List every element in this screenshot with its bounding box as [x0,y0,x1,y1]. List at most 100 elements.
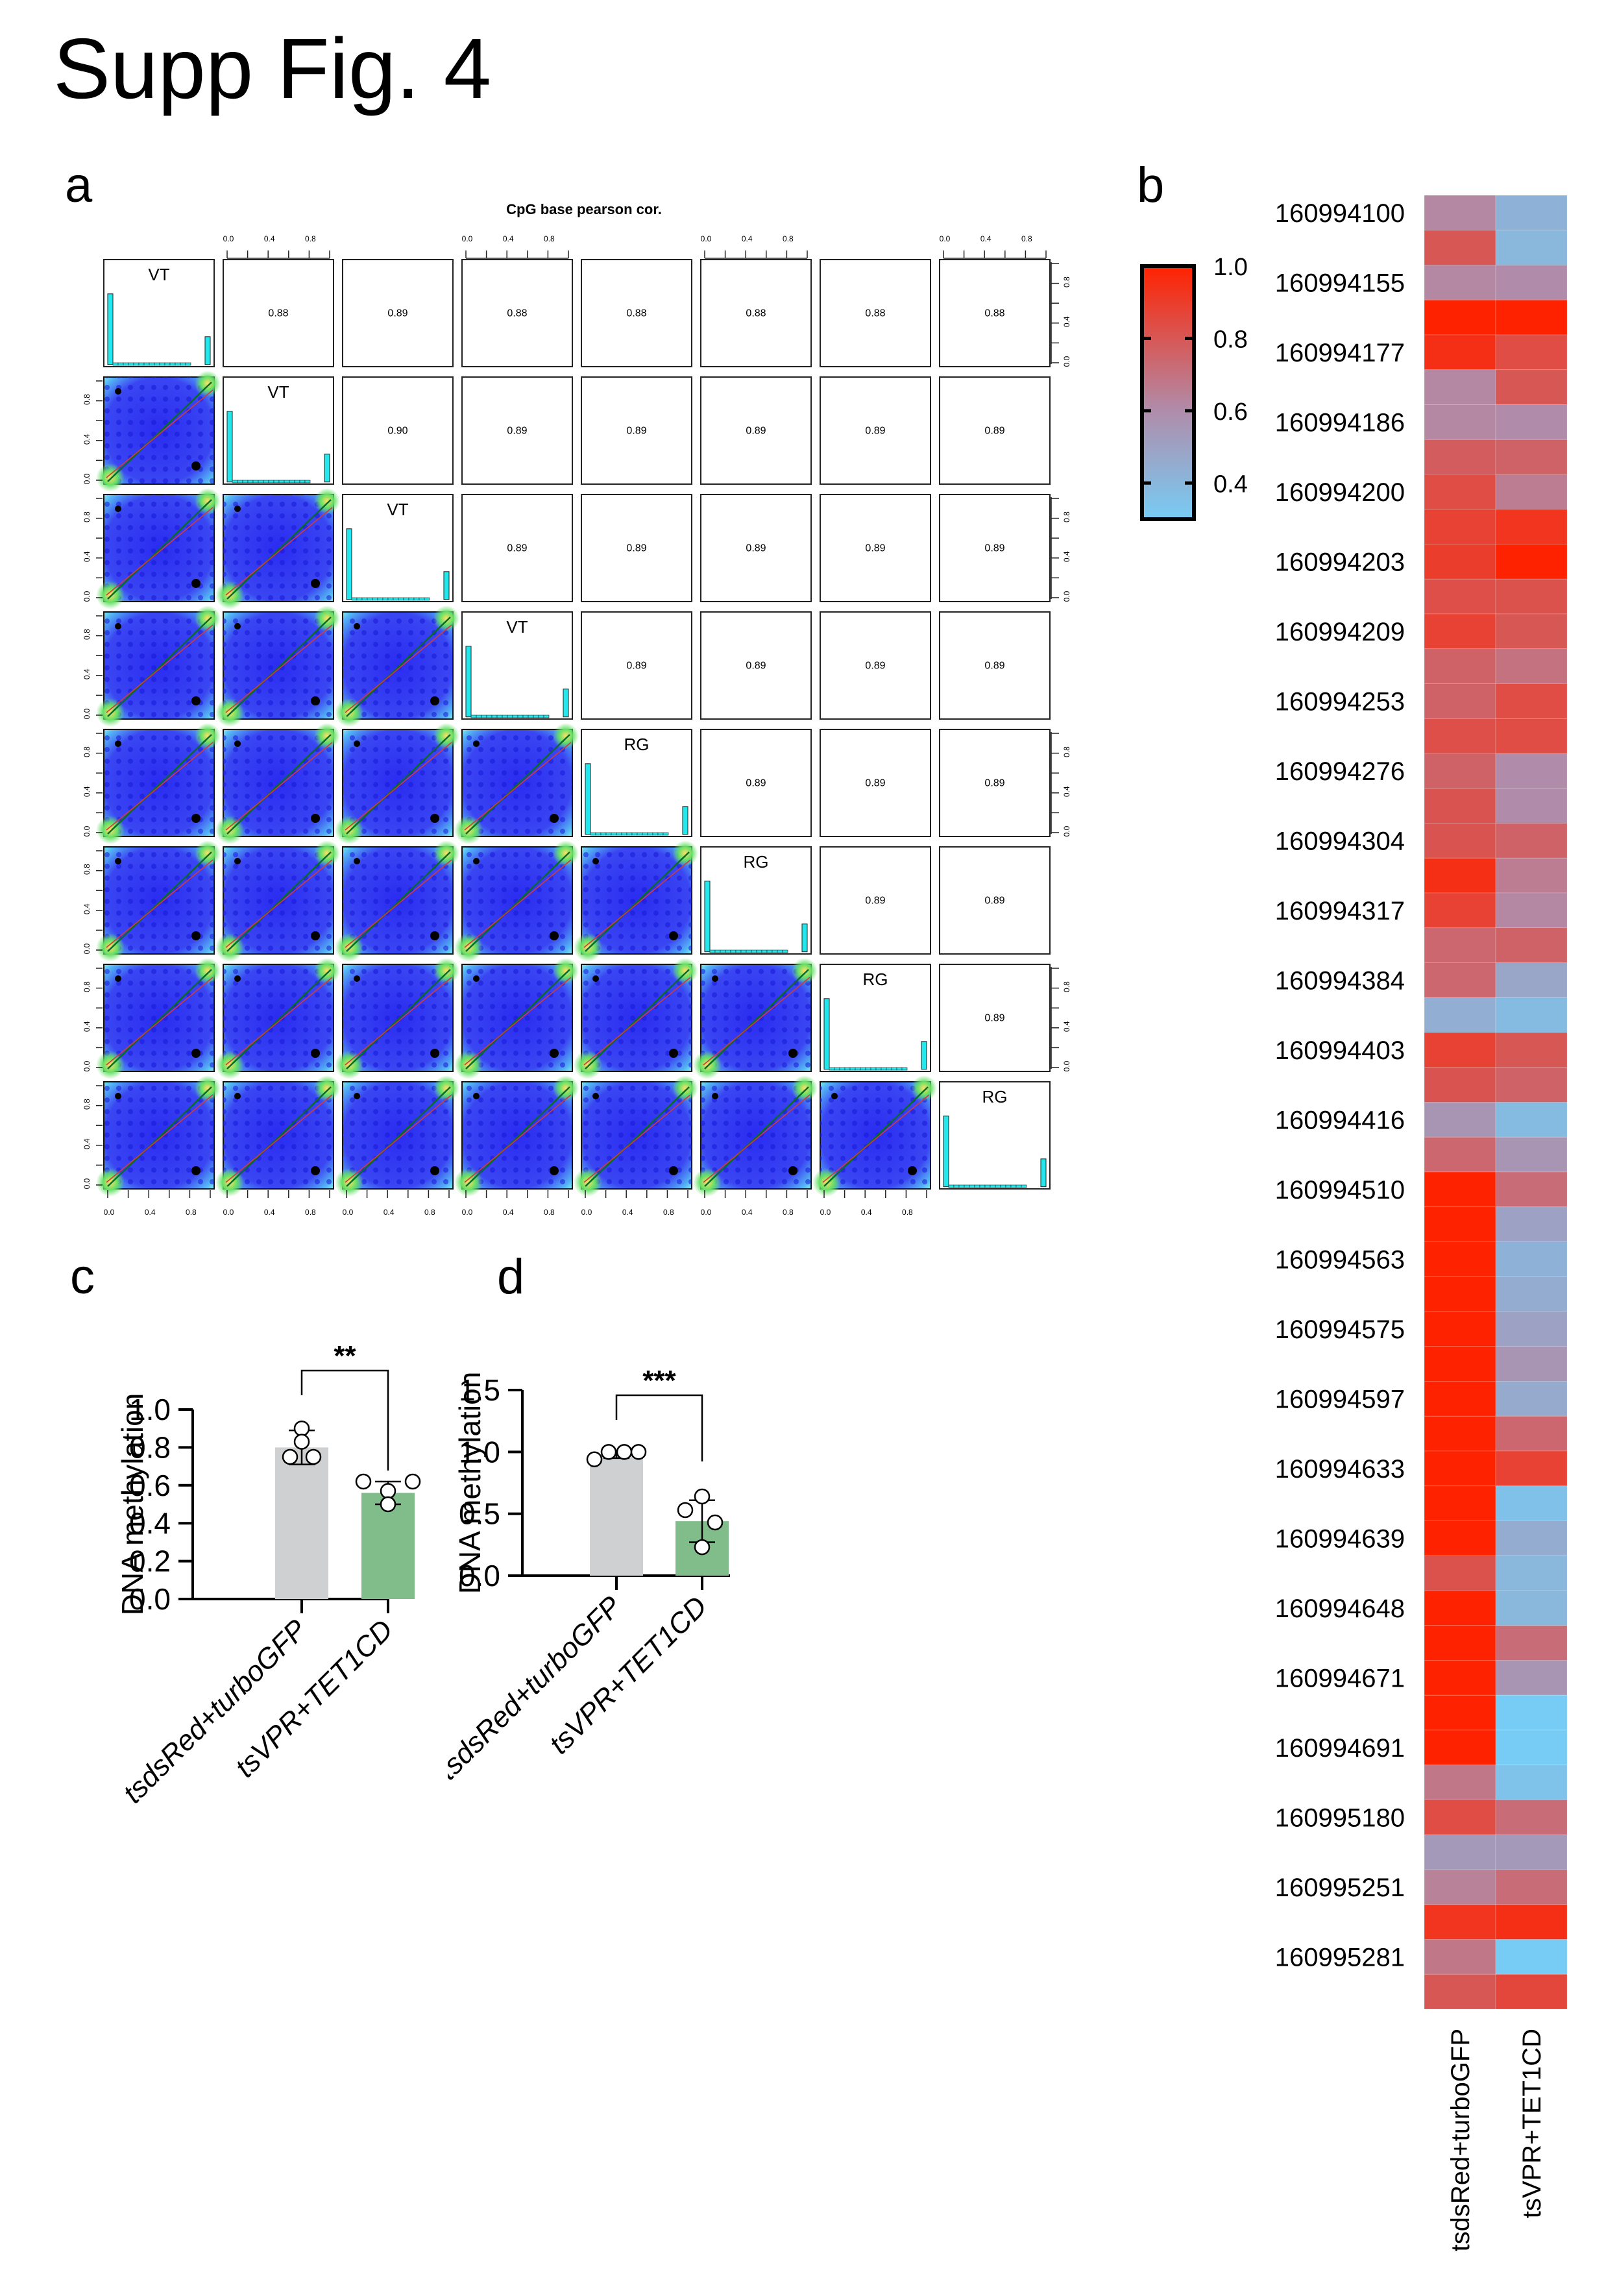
heatmap-cell [1495,857,1568,894]
histogram-bar [777,949,783,953]
regression-line [583,977,691,1066]
data-point [380,1483,396,1499]
density-scatter-panel [335,723,459,844]
histogram-bar [476,714,482,718]
histogram-panel: RG [939,1081,1051,1190]
outlier-point [550,814,559,823]
regression-line [583,1094,691,1183]
histogram-bar [829,1067,835,1071]
histogram-bar [948,1184,955,1188]
histogram-bar [164,362,171,366]
density-hotspot [433,723,459,749]
data-point [694,1539,711,1556]
outlier-point [115,858,121,864]
correlation-value: 0.88 [984,308,1004,319]
regression-line [464,742,572,831]
heatmap-row-label: 160994203 [1275,548,1405,576]
outlier-point [354,975,360,982]
bottom-axis-tick-label: 0.8 [902,1208,913,1217]
density-hotspot [792,958,818,984]
correlation-panel: 0.89 [581,494,692,602]
histogram-bar [486,714,493,718]
panel-frame [939,1081,1051,1190]
density-hotspot [693,1051,722,1079]
density-hotspot [195,605,221,631]
heatmap-cell [1495,892,1568,929]
correlation-value: 0.89 [865,778,885,789]
correlation-value: 0.88 [626,308,646,319]
panel-label-d: d [497,1249,525,1304]
regression-line [345,859,452,948]
histogram-bar [528,714,534,718]
histogram-bar [725,949,731,953]
outlier-point [234,858,241,864]
heatmap-cell [1495,997,1568,1033]
density-hotspot [553,1075,579,1101]
histogram-bar [107,293,114,365]
panel-label-a: a [65,158,93,213]
identity-line [226,617,332,717]
outlier-point [354,1093,360,1099]
heatmap-cell [1424,1067,1496,1103]
heatmap-cell [1424,788,1496,824]
outlier-point [908,1166,917,1175]
heatmap-cell [1495,334,1568,371]
identity-line [107,617,212,717]
histogram-bar [159,362,165,366]
correlation-value: 0.89 [746,543,766,554]
identity-line [107,382,212,482]
density-scatter-panel [454,723,579,844]
histogram-bar [247,480,254,483]
density-scatter-panel [215,488,340,609]
density-scatter-panel [454,1075,579,1197]
heatmap-cell [1424,1694,1496,1731]
histogram-bar [387,597,394,601]
histogram-bar [849,1067,856,1071]
y-tick-label: 0.6 [129,1469,171,1502]
correlation-panel: 0.89 [939,964,1051,1072]
density-hotspot [314,1075,340,1101]
top-axis-tick-label: 0.8 [544,234,555,243]
histogram-bar [1016,1184,1022,1188]
heatmap-cell [1495,1415,1568,1452]
sample-label: RG [624,735,650,754]
histogram-bar [979,1184,986,1188]
data-point [707,1514,724,1531]
heatmap-cell [1424,648,1496,684]
histogram-panel: RG [581,729,692,837]
heatmap-row-label: 160994563 [1275,1245,1405,1274]
histogram-bar [921,1041,927,1070]
heatmap-row-label: 160994403 [1275,1036,1405,1065]
outlier-point [234,740,241,747]
sample-label: RG [863,970,888,989]
significance-bracket [615,1394,703,1461]
heatmap-row-label: 160994510 [1275,1176,1405,1204]
density-hotspot [335,816,363,844]
density-scatter-panel [96,840,221,962]
heatmap-cell [1424,823,1496,859]
density-hotspot [812,1168,841,1197]
density-scatter-panel [335,605,459,727]
heatmap-cell [1424,1102,1496,1138]
heatmap-cell [1495,578,1568,615]
heatmap-row-label: 160994155 [1275,269,1405,297]
heatmap-cell [1495,404,1568,440]
correlation-panel: 0.89 [700,729,812,837]
outlier-point [430,696,439,705]
heatmap-cell [1495,1800,1568,1835]
heatmap-column-label: tsVPR+TET1CD [1518,2029,1546,2218]
data-point [380,1496,396,1513]
correlation-panel: 0.89 [461,376,573,485]
correlation-panel: 0.88 [939,259,1051,367]
regression-line [345,1094,452,1183]
heatmap-cell [1424,474,1496,510]
histogram-bar [964,1184,970,1188]
histogram-panel: VT [223,376,334,485]
histogram-bar [403,597,409,601]
histogram-bar [258,480,264,483]
histogram-bar [823,998,830,1070]
histogram-bar [507,714,513,718]
left-axis-tick-label: 0.4 [82,1138,91,1149]
heatmap-cell [1424,1904,1496,1940]
heatmap-column-label: tsdsRed+turboGFP [1446,2029,1475,2252]
